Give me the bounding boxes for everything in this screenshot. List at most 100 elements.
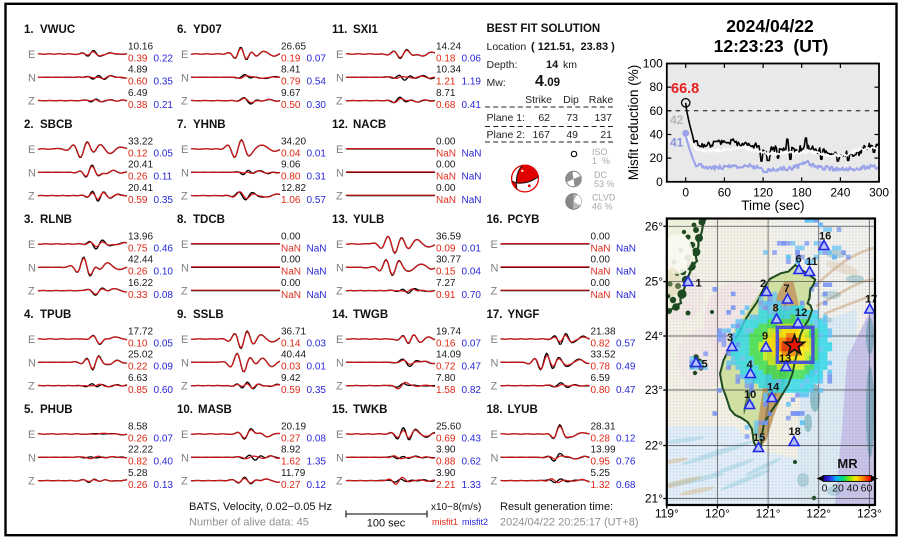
svg-text:7.: 7.: [177, 119, 187, 131]
svg-text:0.15: 0.15: [436, 267, 456, 278]
svg-text:0.00: 0.00: [281, 255, 301, 266]
svg-text:24°: 24°: [645, 329, 663, 343]
svg-text:25°: 25°: [645, 275, 663, 289]
svg-text:E: E: [491, 239, 498, 251]
svg-text:0.26: 0.26: [128, 172, 148, 183]
svg-text:1.33: 1.33: [462, 480, 482, 491]
svg-text:0.04: 0.04: [281, 148, 301, 159]
svg-text:13.96: 13.96: [128, 231, 153, 242]
svg-text:33.22: 33.22: [128, 136, 153, 147]
svg-text:N: N: [336, 167, 344, 179]
svg-text:N: N: [28, 452, 36, 464]
svg-text:E: E: [181, 239, 188, 251]
svg-text:0.76: 0.76: [616, 457, 636, 468]
svg-text:20.41: 20.41: [128, 183, 153, 194]
svg-text:21.38: 21.38: [591, 326, 616, 337]
svg-text:N: N: [28, 357, 36, 369]
svg-text:N: N: [181, 72, 189, 84]
svg-text:E: E: [28, 239, 35, 251]
svg-text:17.: 17.: [487, 309, 503, 321]
svg-text:3.90: 3.90: [436, 445, 456, 456]
svg-text:0.82: 0.82: [462, 385, 482, 396]
svg-text:N: N: [28, 167, 36, 179]
svg-text:0.35: 0.35: [154, 77, 174, 88]
svg-text:0.00: 0.00: [436, 183, 456, 194]
svg-text:Z: Z: [28, 96, 35, 108]
svg-text:Strike: Strike: [525, 94, 552, 106]
svg-text:CLVD: CLVD: [592, 193, 616, 203]
svg-text:20.41: 20.41: [128, 160, 153, 171]
svg-text:0.68: 0.68: [616, 480, 636, 491]
svg-text:SXI1: SXI1: [353, 24, 379, 36]
svg-text:0.26: 0.26: [128, 433, 148, 444]
svg-text:300: 300: [869, 185, 889, 199]
svg-text:MASB: MASB: [198, 404, 232, 416]
svg-text:1.32: 1.32: [591, 480, 611, 491]
svg-text:0.22: 0.22: [154, 53, 174, 64]
svg-text:E: E: [336, 49, 343, 61]
svg-text:17.72: 17.72: [128, 326, 153, 337]
svg-text:Plane 2:: Plane 2:: [487, 129, 526, 141]
svg-text:18: 18: [789, 426, 801, 438]
svg-text:NaN: NaN: [462, 172, 482, 183]
svg-text:14.09: 14.09: [436, 350, 461, 361]
svg-text:120: 120: [753, 185, 773, 199]
svg-text:5.: 5.: [24, 404, 34, 416]
svg-text:40.44: 40.44: [281, 350, 306, 361]
svg-text:12: 12: [795, 307, 807, 319]
svg-text:0.07: 0.07: [462, 338, 482, 349]
svg-text:N: N: [181, 262, 189, 274]
svg-text:0.07: 0.07: [154, 433, 174, 444]
svg-text:NaN: NaN: [436, 195, 456, 206]
svg-text:NaN: NaN: [307, 267, 327, 278]
svg-text:Z: Z: [336, 96, 343, 108]
svg-text:PHUB: PHUB: [40, 404, 73, 416]
svg-text:NaN: NaN: [462, 148, 482, 159]
svg-text:60: 60: [718, 185, 732, 199]
svg-text:123°: 123°: [857, 507, 882, 521]
svg-text:0.26: 0.26: [128, 480, 148, 491]
svg-text:2024/04/22: 2024/04/22: [726, 16, 814, 36]
svg-text:Z: Z: [491, 381, 498, 393]
svg-text:0.57: 0.57: [616, 338, 636, 349]
svg-text:60: 60: [861, 483, 873, 495]
svg-text:Z: Z: [336, 476, 343, 488]
svg-text:N: N: [28, 262, 36, 274]
svg-text:120°: 120°: [705, 507, 730, 521]
svg-text:4.89: 4.89: [128, 65, 148, 76]
svg-text:20: 20: [649, 151, 663, 165]
svg-text:4.: 4.: [24, 309, 34, 321]
svg-text:7.80: 7.80: [436, 373, 456, 384]
svg-text:1.19: 1.19: [462, 77, 482, 88]
svg-text:YULB: YULB: [353, 214, 384, 226]
svg-text:Z: Z: [336, 286, 343, 298]
svg-text:180: 180: [792, 185, 812, 199]
svg-text:Z: Z: [491, 476, 498, 488]
svg-text:NaN: NaN: [281, 243, 301, 254]
svg-text:5.28: 5.28: [128, 468, 148, 479]
svg-text:0: 0: [656, 175, 663, 189]
svg-text:16.22: 16.22: [128, 278, 153, 289]
svg-text:Plane 1:: Plane 1:: [487, 112, 526, 124]
svg-text:42.44: 42.44: [128, 255, 153, 266]
svg-text:0.35: 0.35: [154, 195, 174, 206]
svg-text:NaN: NaN: [281, 267, 301, 278]
svg-text:N: N: [181, 452, 189, 464]
svg-text:NaN: NaN: [616, 267, 636, 278]
svg-text:6.49: 6.49: [128, 88, 148, 99]
svg-text:0.26: 0.26: [128, 267, 148, 278]
svg-text:1.06: 1.06: [281, 195, 301, 206]
svg-text:E: E: [336, 429, 343, 441]
svg-text:Location: Location: [487, 41, 527, 53]
svg-text:10.34: 10.34: [436, 65, 461, 76]
svg-text:9.67: 9.67: [281, 88, 301, 99]
svg-text:6.63: 6.63: [128, 373, 148, 384]
svg-text:0.72: 0.72: [436, 362, 456, 373]
svg-text:Misfit reduction (%): Misfit reduction (%): [626, 65, 641, 181]
svg-text:NaN: NaN: [591, 267, 611, 278]
svg-text:NaN: NaN: [281, 290, 301, 301]
svg-text:0.82: 0.82: [128, 457, 148, 468]
svg-text:LYUB: LYUB: [508, 404, 538, 416]
svg-text:119°: 119°: [655, 507, 679, 521]
svg-text:0.59: 0.59: [128, 195, 148, 206]
